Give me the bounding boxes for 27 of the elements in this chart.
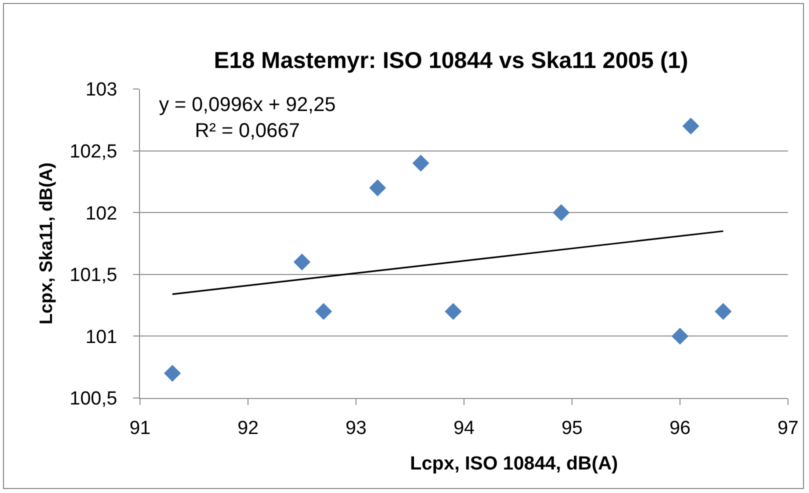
point	[294, 254, 310, 270]
point	[412, 154, 430, 172]
x-tick-label: 93	[345, 418, 367, 439]
x-tick-label: 94	[453, 418, 475, 439]
y-axis-title: Lcpx, Ska11, dB(A)	[36, 162, 56, 325]
point	[672, 328, 688, 345]
y-tick-label: 103	[85, 80, 118, 101]
y-tick-label: 101,5	[70, 265, 118, 286]
point	[444, 303, 462, 320]
x-tick-label: 91	[129, 418, 151, 439]
point	[369, 179, 386, 196]
x-tick-label: 97	[777, 418, 799, 439]
x-tick-label: 96	[669, 418, 691, 439]
point	[714, 303, 732, 320]
x-tick-label: 92	[237, 418, 259, 439]
point	[682, 118, 700, 135]
y-tick-label: 102,5	[70, 141, 118, 162]
y-tick-label: 102	[85, 203, 118, 224]
point	[164, 364, 181, 382]
y-tick-label: 100,5	[70, 388, 118, 410]
annotation: y = 0,0996x + 92,25 R² = 0,0667	[159, 94, 336, 142]
point	[315, 303, 332, 320]
y-tick-label: 101	[85, 326, 118, 348]
x-tick-label: 95	[561, 418, 583, 439]
point	[552, 204, 570, 222]
x-axis-title: Lcpx, ISO 10844, dB(A)	[410, 454, 618, 475]
chart-title: E18 Mastemyr: ISO 10844 vs Ska11 2005 (1)	[214, 47, 688, 74]
